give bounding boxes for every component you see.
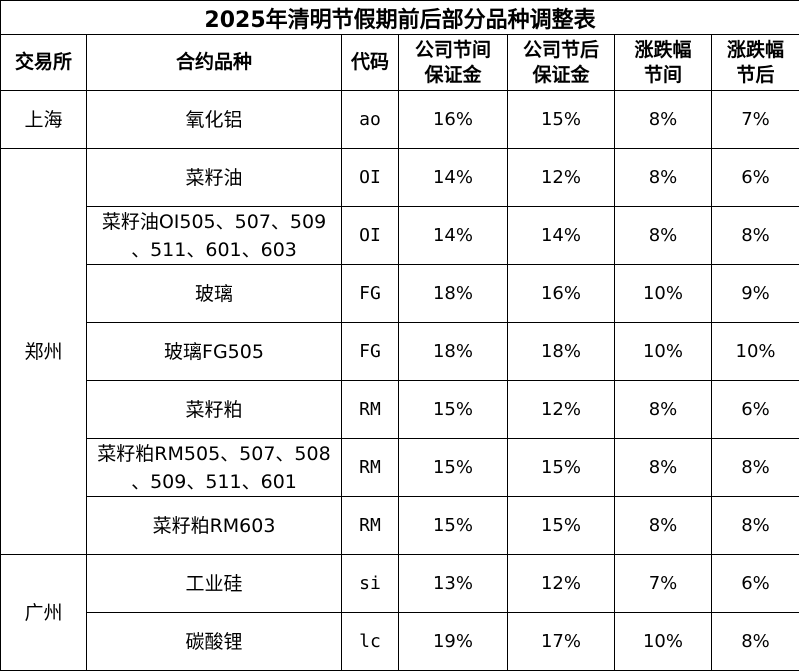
limit-after-cell: 6% (710, 554, 799, 613)
table-row: 菜籽粕RM603 RM 15% 15% 8% 8% (1, 496, 799, 555)
header-limit-holiday-line2: 节间 (643, 63, 682, 86)
contract-cell: 菜籽油 (86, 148, 342, 207)
exchange-cell-zhengzhou: 郑州 (0, 148, 87, 555)
header-contract: 合约品种 (86, 34, 342, 91)
table-row: 上海 氧化铝 ao 16% 15% 8% 7% (0, 90, 799, 149)
code-cell: FG (341, 264, 399, 323)
code-cell: RM (341, 496, 399, 555)
contract-cell: 菜籽粕RM603 (86, 496, 342, 555)
margin-holiday-cell: 19% (398, 612, 508, 671)
limit-after-cell: 6% (710, 148, 799, 207)
contract-cell: 菜籽油OI505、507、509 、511、601、603 (86, 206, 342, 265)
contract-line-2: 、509、511、601 (131, 470, 297, 493)
limit-holiday-cell: 7% (614, 554, 712, 613)
limit-after-cell: 10% (710, 322, 799, 381)
margin-after-cell: 17% (507, 612, 615, 671)
limit-holiday-cell: 8% (614, 90, 712, 149)
table-row: 玻璃 FG 18% 16% 10% 9% (1, 264, 799, 323)
table-title: 2025年清明节假期前后部分品种调整表 (0, 0, 799, 35)
code-cell: lc (341, 612, 399, 671)
table-row: 郑州 菜籽油 OI 14% 12% 8% 6% (0, 148, 799, 555)
margin-holiday-cell: 15% (398, 438, 508, 497)
header-limit-after-line1: 涨跌幅 (727, 38, 785, 61)
exchange-cell-shanghai: 上海 (0, 90, 87, 149)
table-row: 菜籽粕RM505、507、508 、509、511、601 RM 15% 15%… (1, 438, 799, 497)
margin-holiday-cell: 18% (398, 322, 508, 381)
contract-cell: 玻璃 (86, 264, 342, 323)
code-cell: FG (341, 322, 399, 381)
header-margin-after-line2: 保证金 (532, 63, 590, 86)
header-margin-after-line1: 公司节后 (522, 38, 599, 61)
header-margin-holiday-line1: 公司节间 (414, 38, 491, 61)
contract-cell: 工业硅 (86, 554, 342, 613)
table-row: 碳酸锂 lc 19% 17% 10% 8% (1, 612, 799, 671)
code-cell: RM (341, 438, 399, 497)
margin-after-cell: 15% (507, 496, 615, 555)
margin-after-cell: 15% (507, 90, 615, 149)
limit-holiday-cell: 10% (614, 264, 712, 323)
contract-line-1: 菜籽粕RM505、507、508 (97, 442, 331, 465)
contract-cell: 玻璃FG505 (86, 322, 342, 381)
contract-cell: 菜籽粕RM505、507、508 、509、511、601 (86, 438, 342, 497)
limit-after-cell: 8% (710, 496, 799, 555)
header-limit-after: 涨跌幅 节后 (710, 34, 799, 91)
header-exchange: 交易所 (0, 34, 87, 91)
margin-after-cell: 18% (507, 322, 615, 381)
contract-line-2: 、511、601、603 (131, 238, 297, 261)
header-limit-holiday: 涨跌幅 节间 (614, 34, 712, 91)
margin-holiday-cell: 16% (398, 90, 508, 149)
table-row: 广州 工业硅 si 13% 12% 7% 6% (0, 554, 799, 671)
margin-after-cell: 12% (507, 554, 615, 613)
code-cell: OI (341, 148, 399, 207)
limit-holiday-cell: 8% (614, 438, 712, 497)
limit-after-cell: 8% (710, 438, 799, 497)
margin-after-cell: 12% (507, 380, 615, 439)
code-cell: RM (341, 380, 399, 439)
table-row: 菜籽粕 RM 15% 12% 8% 6% (1, 380, 799, 439)
contract-cell: 菜籽粕 (86, 380, 342, 439)
header-limit-holiday-line1: 涨跌幅 (634, 38, 692, 61)
code-cell: OI (341, 206, 399, 265)
contract-cell: 碳酸锂 (86, 612, 342, 671)
header-limit-after-line2: 节后 (736, 63, 775, 86)
margin-after-cell: 16% (507, 264, 615, 323)
margin-holiday-cell: 18% (398, 264, 508, 323)
margin-after-cell: 14% (507, 206, 615, 265)
margin-after-cell: 15% (507, 438, 615, 497)
margin-after-cell: 12% (507, 148, 615, 207)
limit-after-cell: 8% (710, 206, 799, 265)
limit-after-cell: 9% (710, 264, 799, 323)
header-code: 代码 (341, 34, 399, 91)
limit-after-cell: 8% (710, 612, 799, 671)
limit-holiday-cell: 8% (614, 206, 712, 265)
margin-holiday-cell: 15% (398, 496, 508, 555)
header-margin-after: 公司节后 保证金 (507, 34, 615, 91)
table-row: 玻璃FG505 FG 18% 18% 10% 10% (1, 322, 799, 381)
header-margin-holiday: 公司节间 保证金 (398, 34, 508, 91)
limit-after-cell: 6% (710, 380, 799, 439)
margin-holiday-cell: 14% (398, 148, 508, 207)
limit-holiday-cell: 10% (614, 322, 712, 381)
table-row: 菜籽油OI505、507、509 、511、601、603 OI 14% 14%… (1, 206, 799, 265)
limit-holiday-cell: 8% (614, 380, 712, 439)
margin-holiday-cell: 15% (398, 380, 508, 439)
contract-cell: 氧化铝 (86, 90, 342, 149)
header-margin-holiday-line2: 保证金 (424, 63, 482, 86)
margin-holiday-cell: 13% (398, 554, 508, 613)
contract-line-1: 菜籽油OI505、507、509 (101, 210, 327, 233)
code-cell: ao (341, 90, 399, 149)
limit-holiday-cell: 8% (614, 148, 712, 207)
margin-holiday-cell: 14% (398, 206, 508, 265)
limit-after-cell: 7% (710, 90, 799, 149)
code-cell: si (341, 554, 399, 613)
exchange-cell-guangzhou: 广州 (0, 554, 87, 671)
limit-holiday-cell: 8% (614, 496, 712, 555)
limit-holiday-cell: 10% (614, 612, 712, 671)
